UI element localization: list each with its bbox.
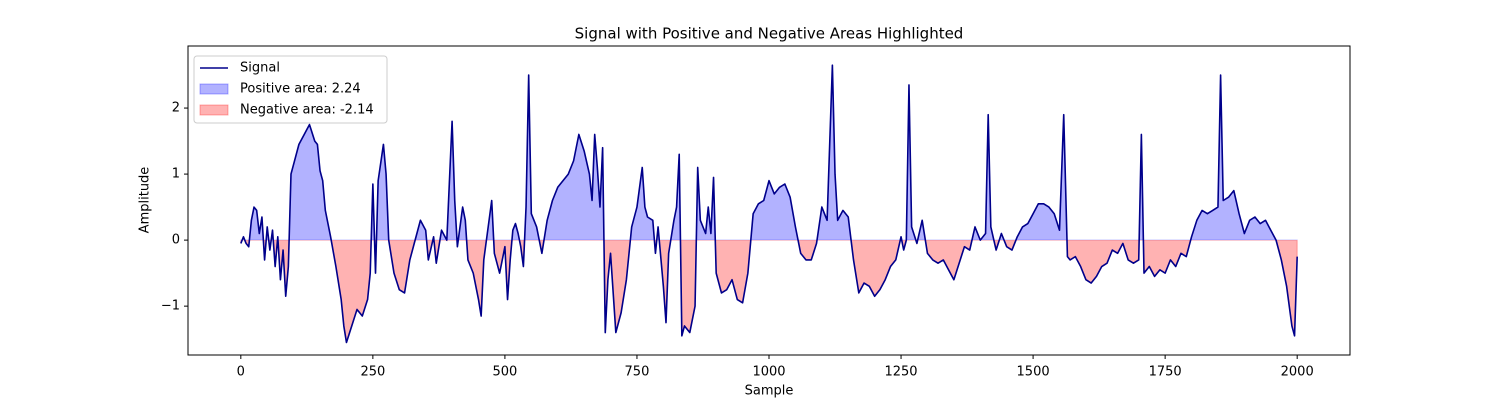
y-axis-label: Amplitude [138, 167, 153, 234]
chart-title: Signal with Positive and Negative Areas … [575, 25, 964, 43]
x-tick-label: 750 [625, 365, 650, 380]
legend-label: Negative area: -2.14 [240, 103, 374, 118]
legend-patch [199, 104, 229, 116]
x-tick-label: 1000 [752, 365, 785, 380]
x-tick-label: 500 [492, 365, 517, 380]
x-tick-label: 2000 [1281, 365, 1314, 380]
y-tick-label: 0 [172, 233, 180, 248]
y-tick-label: 2 [172, 101, 180, 116]
legend-patch [199, 83, 229, 95]
x-axis-label: Sample [745, 384, 794, 399]
x-tick-label: 1750 [1149, 365, 1182, 380]
legend-box [193, 55, 388, 124]
signal-line [240, 64, 1298, 344]
x-tick-label: 1500 [1017, 365, 1050, 380]
positive-area [240, 65, 1298, 241]
x-tick-label: 0 [237, 365, 245, 380]
y-tick-label: −1 [161, 299, 180, 314]
y-tick-label: 1 [172, 167, 180, 182]
legend-label: Signal [240, 61, 280, 76]
x-tick-label: 250 [360, 365, 385, 380]
x-tick-label: 1250 [884, 365, 917, 380]
plot-frame [187, 45, 1351, 356]
legend-label: Positive area: 2.24 [240, 82, 361, 97]
